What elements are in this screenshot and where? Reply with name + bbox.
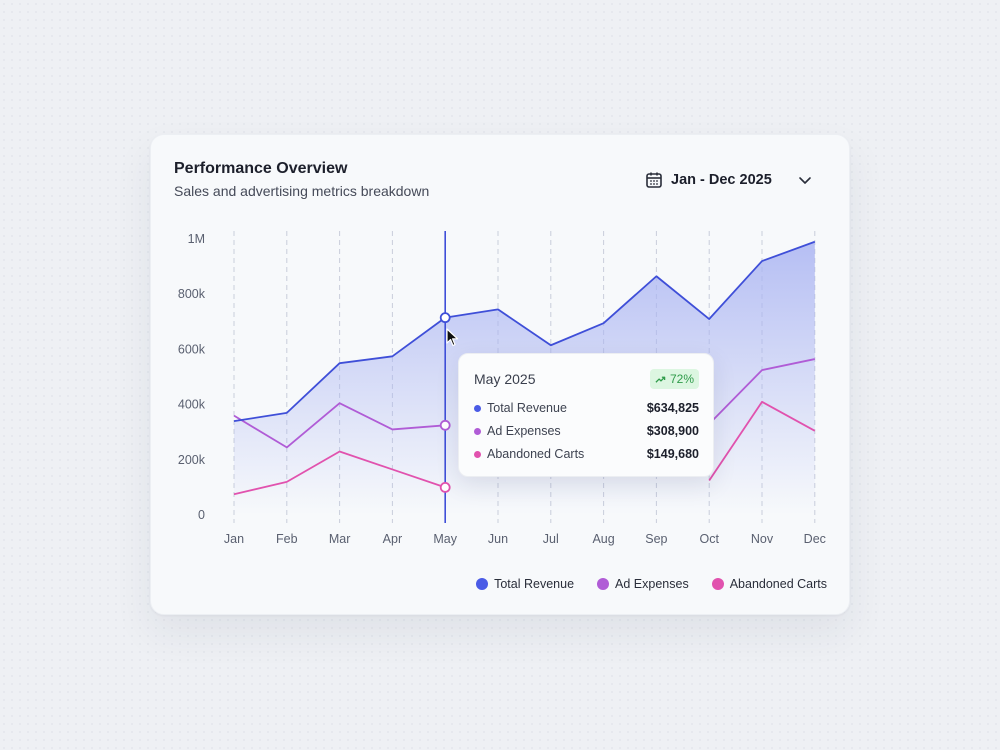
trending-up-icon (655, 376, 666, 383)
growth-badge: 72% (649, 369, 699, 389)
y-tick-label: 1M (188, 232, 205, 246)
y-tick-label: 0 (198, 508, 205, 522)
total-revenue-line (233, 240, 816, 423)
legend-swatch (476, 578, 489, 590)
tooltip-row-name: Ad Expenses (487, 424, 561, 438)
calendar-icon (646, 172, 662, 188)
legend-label: Abandoned Carts (729, 577, 827, 591)
x-tick-label: Feb (276, 532, 298, 546)
ad-expenses-marker (439, 419, 451, 431)
total-revenue-marker (439, 312, 451, 324)
legend-label: Ad Expenses (615, 577, 689, 591)
card-subtitle: Sales and advertising metrics breakdown (174, 183, 430, 199)
tooltip-row-value: $308,900 (646, 424, 699, 438)
legend-item-ad-expenses[interactable]: Ad Expenses (597, 577, 689, 591)
date-range-picker[interactable]: Jan - Dec 2025 (645, 169, 812, 191)
line-chart[interactable]: Jan Feb Mar Apr May Jun Jul Aug Sep Oct Nov Dec 0 200… (151, 135, 851, 565)
x-tick-label: Dec (804, 532, 826, 546)
revenue-dot (474, 404, 481, 412)
tooltip-row-ad-expenses: Ad Expenses $308,900 (474, 422, 699, 440)
abandoned-carts-line (233, 400, 816, 496)
date-range-label: Jan - Dec 2025 (671, 172, 772, 188)
y-tick-label: 200k (178, 453, 206, 467)
chart-legend: Total Revenue Ad Expenses Abandoned Cart… (453, 577, 827, 591)
tooltip-row-revenue: Total Revenue $634,825 (474, 399, 699, 417)
tooltip-row-value: $634,825 (646, 401, 699, 415)
x-tick-label: Nov (751, 532, 774, 546)
legend-item-abandoned-carts[interactable]: Abandoned Carts (711, 577, 827, 591)
x-tick-label: Aug (592, 532, 614, 546)
card-title: Performance Overview (174, 160, 348, 177)
x-tick-label: May (433, 532, 457, 546)
chevron-down-icon[interactable] (798, 173, 812, 187)
x-tick-label: Apr (383, 532, 402, 546)
y-tick-label: 800k (178, 287, 206, 301)
growth-value: 72% (669, 372, 694, 386)
x-tick-label: Jul (543, 532, 559, 546)
tooltip-row-abandoned-carts: Abandoned Carts $149,680 (474, 445, 699, 463)
chart-tooltip: May 2025 72% Total Revenue $634,825 Ad E… (458, 353, 714, 477)
legend-swatch (597, 578, 610, 590)
x-tick-label: Jun (488, 532, 508, 546)
ad-expenses-line (233, 358, 815, 449)
abandoned-carts-marker (439, 481, 451, 493)
y-tick-label: 600k (178, 342, 206, 356)
ad-expenses-dot (474, 427, 481, 435)
legend-item-total-revenue[interactable]: Total Revenue (476, 577, 574, 591)
legend-swatch (711, 578, 724, 590)
tooltip-row-name: Total Revenue (487, 401, 567, 415)
x-tick-label: Jan (224, 532, 244, 546)
mouse-cursor-icon (446, 328, 459, 347)
y-tick-label: 400k (178, 398, 206, 412)
x-tick-label: Mar (329, 532, 351, 546)
tooltip-row-value: $149,680 (646, 447, 699, 461)
x-tick-label: Sep (645, 532, 667, 546)
legend-label: Total Revenue (494, 577, 575, 591)
tooltip-title: May 2025 (474, 371, 536, 387)
abandoned-carts-dot (474, 450, 481, 458)
performance-card: Performance Overview Sales and advertisi… (150, 134, 850, 615)
tooltip-row-name: Abandoned Carts (487, 447, 585, 461)
x-tick-label: Oct (699, 532, 719, 546)
